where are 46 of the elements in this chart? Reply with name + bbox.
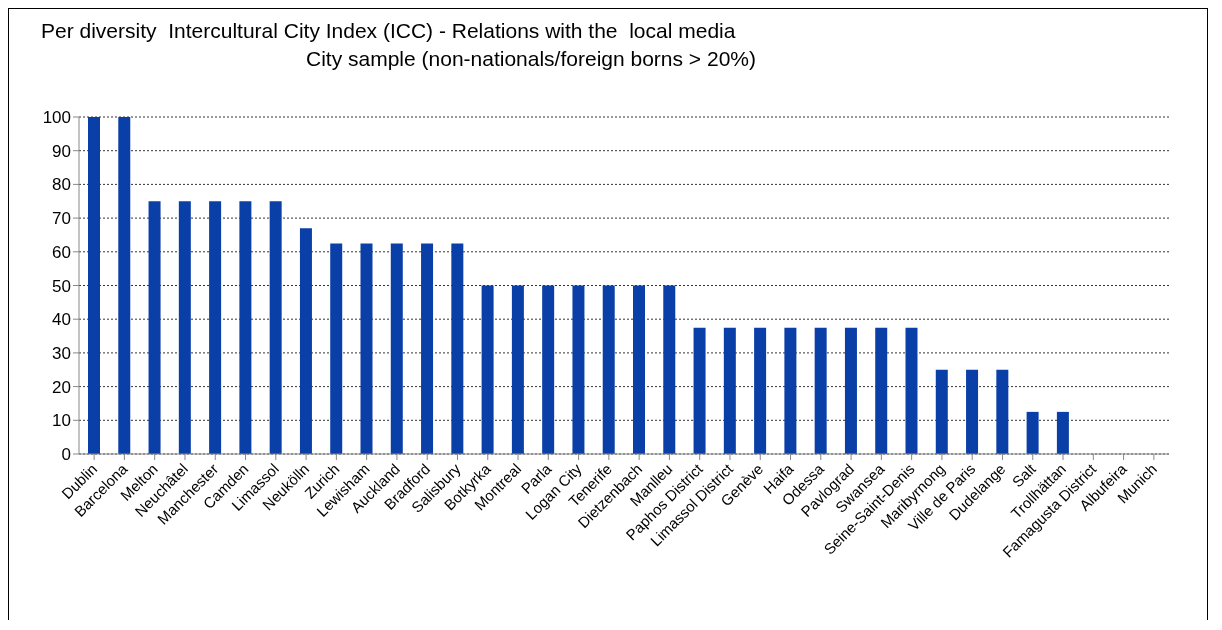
chart-title: Per diversity Intercultural City Index (ICC) - Relations with the local media bbox=[41, 19, 736, 43]
bar bbox=[602, 285, 615, 454]
bar bbox=[1056, 411, 1069, 454]
bar bbox=[935, 369, 948, 454]
bar bbox=[209, 201, 222, 454]
y-tick-label: 50 bbox=[52, 276, 71, 296]
bar bbox=[118, 117, 131, 454]
bar bbox=[269, 201, 282, 454]
bar bbox=[996, 369, 1009, 454]
bar bbox=[663, 285, 676, 454]
bar bbox=[572, 285, 585, 454]
bar bbox=[330, 243, 343, 454]
bar bbox=[844, 327, 857, 454]
bar bbox=[814, 327, 827, 454]
chart-subtitle: City sample (non-nationals/foreign borns > 20%) bbox=[306, 47, 756, 71]
y-tick-label: 30 bbox=[52, 343, 71, 363]
bar bbox=[178, 201, 191, 454]
y-tick-label: 90 bbox=[52, 141, 71, 161]
bar bbox=[784, 327, 797, 454]
bar bbox=[905, 327, 918, 454]
y-tick-label: 20 bbox=[52, 377, 71, 397]
y-tick-label: 10 bbox=[52, 411, 71, 431]
bar bbox=[481, 285, 494, 454]
bar bbox=[88, 117, 100, 454]
bar bbox=[1026, 411, 1039, 454]
y-tick-label: 40 bbox=[52, 310, 71, 330]
y-tick-label: 80 bbox=[52, 175, 71, 195]
y-tick-label: 60 bbox=[52, 242, 71, 262]
bar bbox=[148, 201, 161, 454]
bar bbox=[723, 327, 736, 454]
bar bbox=[299, 228, 312, 454]
bar bbox=[693, 327, 706, 454]
bar bbox=[875, 327, 888, 454]
bar bbox=[451, 243, 464, 454]
y-tick-label: 70 bbox=[52, 209, 71, 229]
bar bbox=[239, 201, 252, 454]
bar bbox=[390, 243, 403, 454]
bar bbox=[360, 243, 373, 454]
y-tick-label: 100 bbox=[42, 108, 71, 128]
bar bbox=[542, 285, 555, 454]
bar bbox=[421, 243, 434, 454]
bar bbox=[511, 285, 524, 454]
bar bbox=[754, 327, 767, 454]
y-tick-label: 0 bbox=[61, 445, 71, 465]
bar bbox=[966, 369, 979, 454]
bar bbox=[633, 285, 645, 454]
